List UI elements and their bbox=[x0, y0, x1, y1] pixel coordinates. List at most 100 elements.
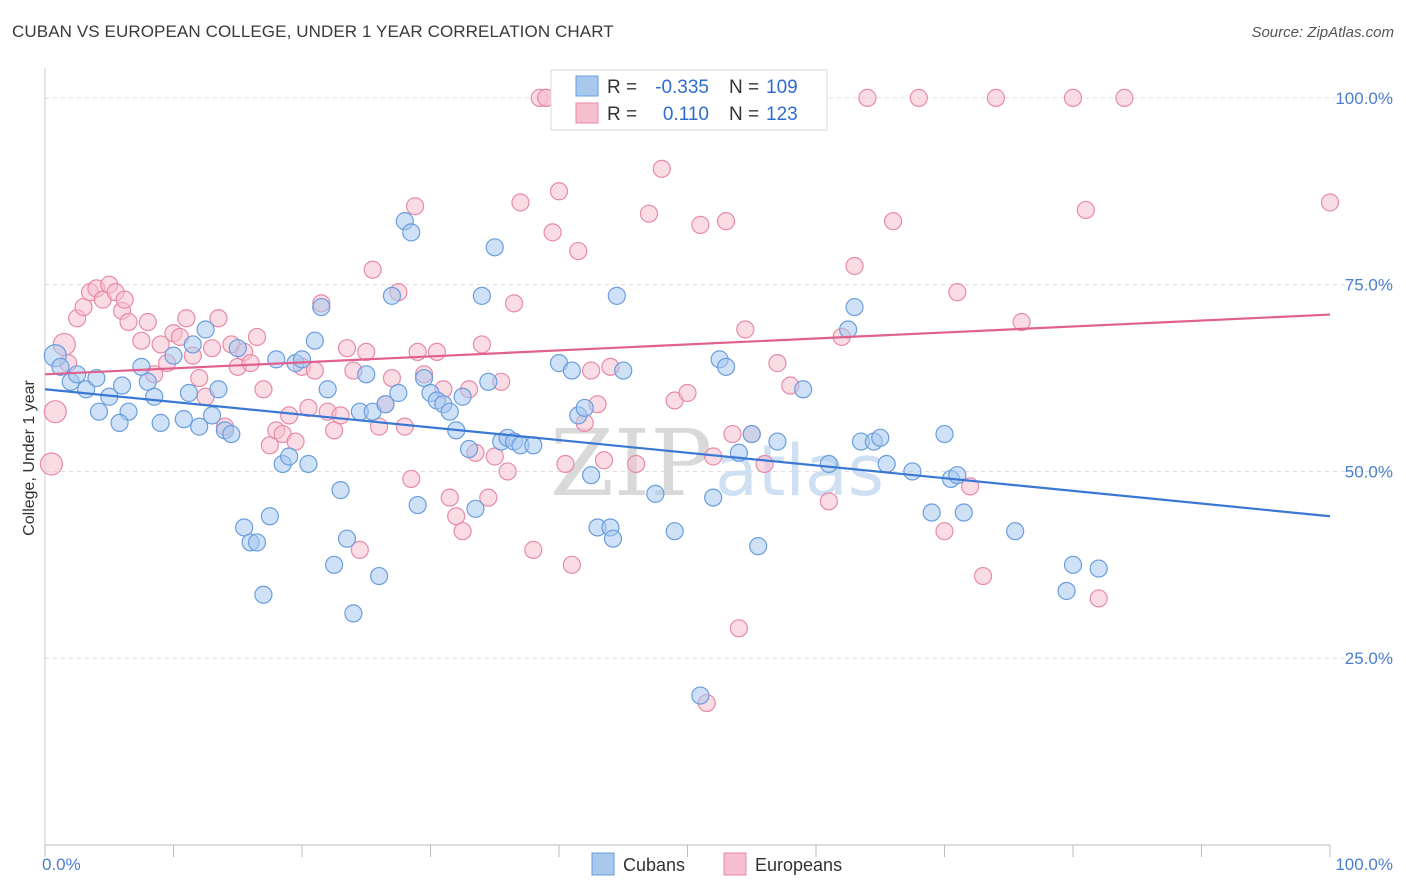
legend-swatch-cubans bbox=[575, 75, 599, 97]
cuban-point bbox=[691, 686, 710, 705]
cuban-point bbox=[479, 372, 498, 391]
european-point bbox=[562, 555, 581, 574]
european-point bbox=[716, 212, 736, 231]
cuban-point bbox=[935, 424, 954, 444]
legend-r-label-1: R = bbox=[607, 77, 637, 98]
cuban-point bbox=[742, 424, 761, 444]
european-point bbox=[569, 241, 588, 261]
x-tick-label-min: 0.0% bbox=[42, 855, 81, 874]
legend-r-value-1: -0.335 bbox=[655, 77, 709, 98]
european-point bbox=[1076, 200, 1095, 220]
european-point bbox=[909, 88, 928, 107]
y-tick-label-25: 25.0% bbox=[1345, 649, 1393, 668]
cuban-point bbox=[871, 428, 890, 447]
cuban-point bbox=[402, 223, 421, 242]
european-point bbox=[549, 182, 569, 201]
european-point bbox=[652, 159, 671, 178]
european-point bbox=[556, 454, 575, 474]
cuban-point bbox=[408, 495, 427, 515]
legend-n-value-1: 109 bbox=[766, 77, 798, 98]
cuban-point bbox=[174, 410, 193, 429]
european-point bbox=[498, 462, 517, 481]
european-point bbox=[986, 88, 1006, 107]
european-point bbox=[845, 256, 864, 276]
european-point bbox=[935, 522, 954, 541]
cuban-point bbox=[877, 454, 896, 474]
legend-r-value-2: 0.110 bbox=[663, 104, 709, 125]
cuban-point bbox=[466, 499, 485, 518]
bottom-legend-europeans: Europeans bbox=[755, 855, 842, 875]
cuban-point bbox=[196, 320, 215, 339]
european-point bbox=[639, 204, 659, 223]
y-tick-label-100: 100.0% bbox=[1335, 89, 1393, 108]
cuban-point bbox=[228, 339, 247, 358]
european-point bbox=[582, 361, 601, 380]
european-point bbox=[768, 354, 787, 373]
european-point bbox=[819, 492, 838, 511]
cuban-point bbox=[453, 387, 472, 406]
cuban-point bbox=[299, 454, 318, 474]
european-point bbox=[1115, 88, 1134, 107]
european-point bbox=[524, 540, 543, 559]
cuban-point bbox=[845, 297, 864, 317]
european-trend-line bbox=[44, 313, 1331, 376]
european-point bbox=[1012, 312, 1031, 332]
cuban-point bbox=[1063, 555, 1083, 574]
european-point bbox=[543, 223, 562, 242]
cuban-point bbox=[112, 376, 132, 395]
european-point bbox=[594, 451, 614, 470]
cuban-point bbox=[318, 380, 337, 399]
european-point bbox=[350, 540, 369, 559]
cuban-point bbox=[903, 462, 922, 481]
cuban-point bbox=[389, 383, 408, 403]
european-point bbox=[504, 294, 524, 313]
cuban-point bbox=[68, 365, 87, 384]
cuban-point bbox=[614, 361, 633, 380]
chart-title: CUBAN VS EUROPEAN COLLEGE, UNDER 1 YEAR … bbox=[12, 22, 614, 41]
european-point bbox=[357, 342, 376, 362]
y-tick-labels: 25.0% 50.0% 75.0% 100.0% bbox=[1335, 89, 1393, 668]
cuban-point bbox=[607, 286, 626, 305]
european-point bbox=[736, 320, 755, 339]
european-point bbox=[453, 522, 472, 541]
european-point bbox=[691, 215, 710, 234]
european-point bbox=[363, 260, 382, 279]
cuban-point bbox=[280, 447, 299, 466]
cuban-point bbox=[164, 346, 183, 365]
cuban-point bbox=[151, 413, 170, 432]
cuban-point bbox=[51, 357, 70, 376]
cuban-point bbox=[704, 488, 723, 507]
trend-lines bbox=[44, 313, 1331, 518]
cuban-point bbox=[459, 439, 479, 459]
x-ticks bbox=[44, 845, 1331, 857]
european-point bbox=[241, 354, 260, 373]
cuban-point bbox=[222, 424, 241, 444]
cuban-point bbox=[183, 335, 202, 354]
cuban-point bbox=[603, 529, 623, 548]
y-tick-label-75: 75.0% bbox=[1345, 276, 1393, 295]
cuban-point bbox=[305, 331, 324, 350]
cuban-point bbox=[344, 604, 363, 623]
european-points bbox=[39, 88, 1340, 713]
cuban-point bbox=[1057, 581, 1076, 601]
cuban-point bbox=[87, 368, 106, 388]
chart-source: Source: ZipAtlas.com bbox=[1251, 24, 1394, 41]
european-point bbox=[729, 619, 749, 638]
cuban-point bbox=[582, 466, 601, 485]
cuban-point bbox=[247, 533, 267, 552]
cuban-point bbox=[190, 417, 209, 436]
cuban-point bbox=[954, 503, 973, 522]
european-point bbox=[395, 417, 414, 436]
european-point bbox=[427, 342, 447, 362]
european-point bbox=[43, 400, 67, 424]
european-point bbox=[948, 283, 967, 302]
european-point bbox=[331, 406, 350, 425]
european-point bbox=[138, 312, 157, 332]
cuban-point bbox=[485, 238, 504, 257]
european-point bbox=[202, 339, 222, 358]
cuban-point bbox=[312, 297, 331, 317]
european-point bbox=[299, 398, 318, 418]
cuban-point bbox=[646, 484, 665, 503]
european-point bbox=[472, 335, 491, 354]
cuban-point bbox=[562, 361, 581, 380]
